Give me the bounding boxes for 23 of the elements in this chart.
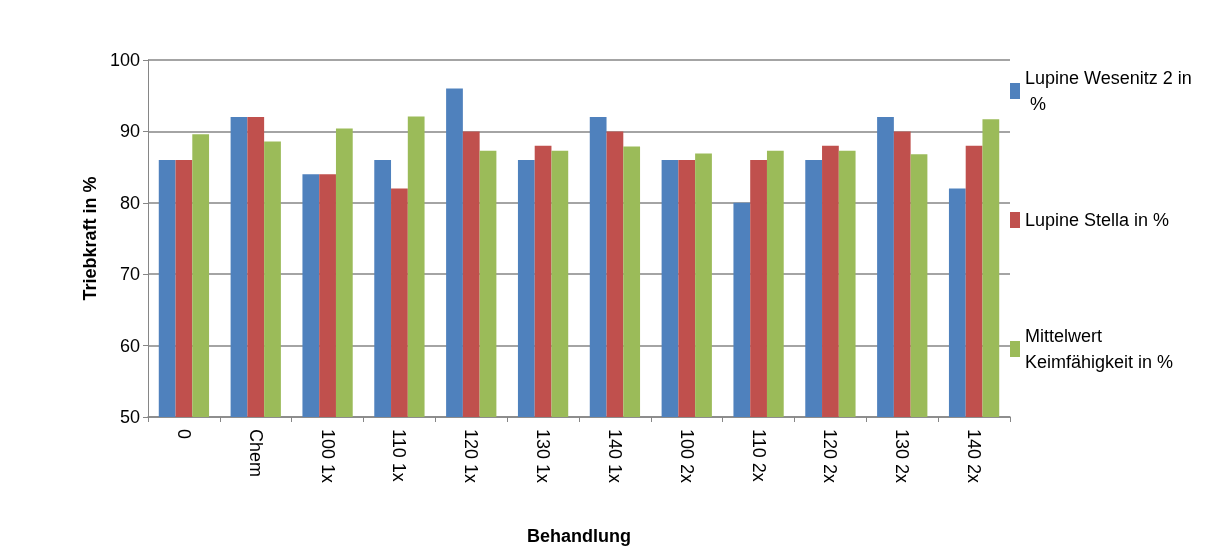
y-tick-label: 50	[119, 407, 140, 427]
x-tick-label: 100 1x	[317, 429, 338, 484]
x-tick-label: 140 2x	[964, 429, 985, 484]
y-tick-label: 70	[119, 264, 140, 285]
x-tick-label: 110 1x	[389, 429, 410, 482]
y-axis-title: Triebkraft in %	[80, 176, 101, 301]
x-tick-label: 120 2x	[820, 429, 841, 484]
legend-label: Mittelwert Keimfähigkeit in %	[1025, 326, 1174, 372]
y-tick-label: 90	[119, 121, 140, 142]
x-tick-label: Chem	[245, 429, 266, 478]
y-tick-label: 60	[119, 335, 140, 356]
x-tick-label: 130 1x	[533, 429, 554, 484]
legend-label: Lupine Stella in %	[1025, 210, 1170, 230]
x-tick-label: 120 1x	[461, 429, 482, 484]
y-tick-label: 80	[119, 192, 140, 213]
x-tick-label: 130 2x	[892, 429, 913, 484]
y-tick-label: 100	[109, 50, 140, 70]
x-tick-label: 140 1x	[604, 429, 625, 484]
x-axis-title: Behandlung	[527, 526, 631, 546]
x-tick-label: 100 2x	[676, 429, 697, 484]
x-tick-label: 110 2x	[748, 429, 769, 482]
x-tick-label: 0	[173, 429, 194, 440]
legend-label: Lupine Wesenitz 2 in %	[1025, 68, 1192, 114]
